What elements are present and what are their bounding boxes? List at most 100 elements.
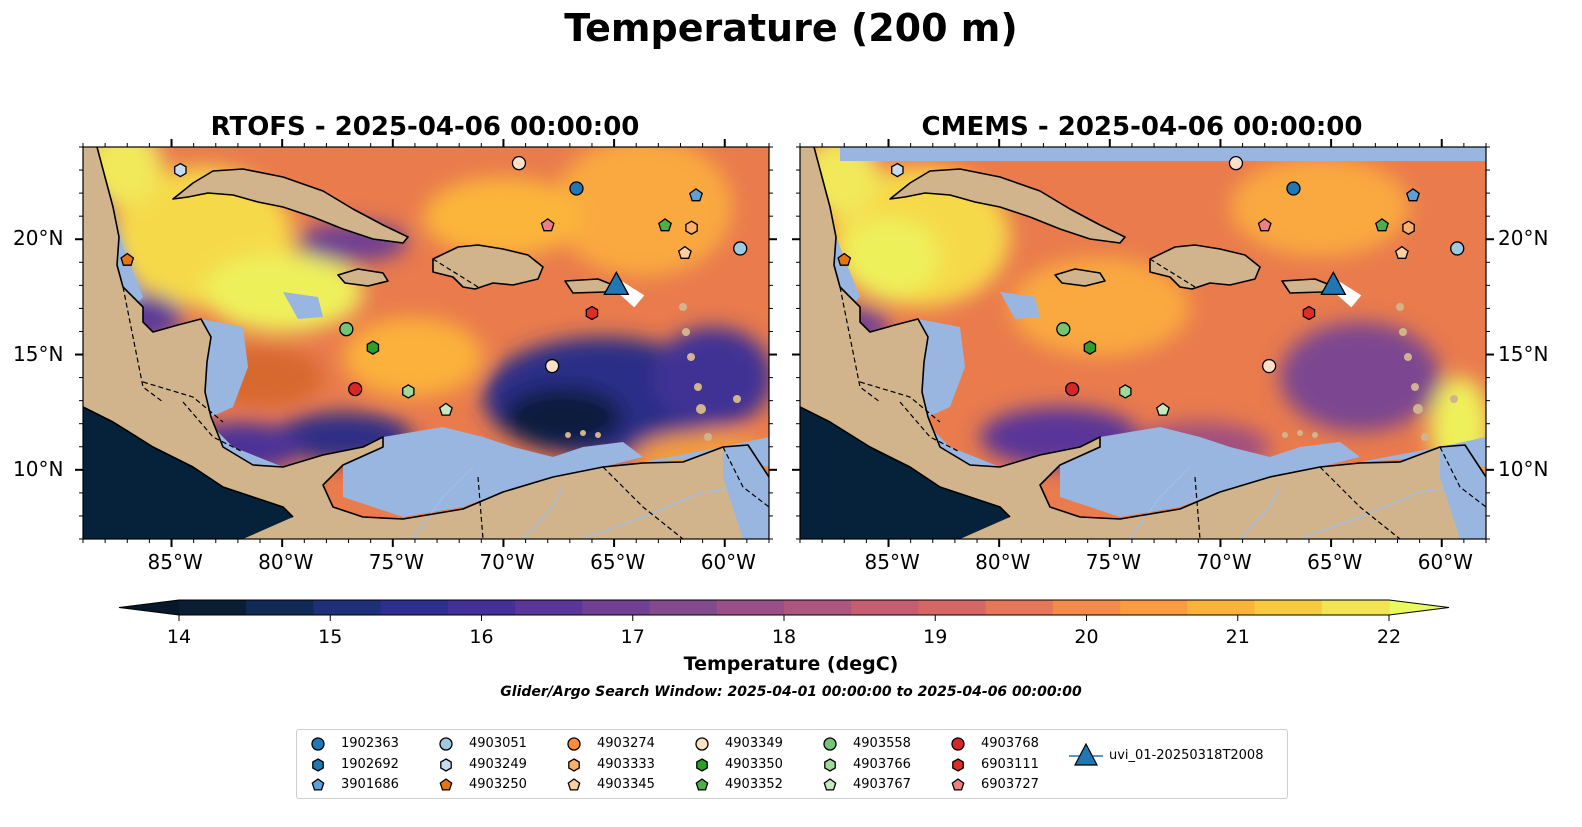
- lon-tick-label: 65°W: [590, 550, 646, 574]
- legend-item-4903249: 4903249: [435, 756, 555, 774]
- legend-label: 4903768: [981, 736, 1039, 751]
- float-4903766-marker: [402, 384, 415, 399]
- colorbar-tick-label: 18: [771, 626, 797, 648]
- colorbar-extend-high: [1389, 600, 1449, 615]
- pentagon-icon: [439, 778, 453, 791]
- float-4903768-marker: [348, 381, 363, 397]
- colorbar-bin: [1254, 600, 1323, 615]
- hexagon-icon: [952, 758, 964, 772]
- circle-icon: [951, 737, 965, 751]
- float-6903727-marker: [1257, 218, 1272, 232]
- float-3901686-marker: [1406, 188, 1420, 202]
- legend-label: 4903345: [597, 777, 655, 792]
- legend-item-6903111: 6903111: [947, 756, 1067, 774]
- colorbar-bin: [716, 600, 785, 615]
- lat-tick-label: 15°N: [13, 341, 64, 366]
- float-4903767-marker: [1155, 402, 1170, 416]
- float-6903727-marker: [540, 218, 555, 232]
- lon-tick-label: 75°W: [368, 550, 425, 574]
- lon-tick-label: 60°W: [1417, 550, 1473, 574]
- lat-tick-label: 15°N: [1498, 341, 1549, 366]
- hexagon-icon: [440, 758, 452, 772]
- legend-label: 4903350: [725, 757, 783, 772]
- pentagon-icon: [823, 778, 837, 791]
- lon-tick-label: 70°W: [479, 550, 535, 574]
- legend-item-4903051: 4903051: [435, 735, 555, 753]
- lon-tick-label: 85°W: [147, 550, 203, 574]
- lon-tick-label: 75°W: [1085, 550, 1142, 574]
- legend-label: 4903274: [597, 736, 655, 751]
- legend-label: 4903352: [725, 777, 783, 792]
- circle-icon: [567, 737, 581, 751]
- glider-uvi_01-20250318T2008-marker: [603, 270, 630, 296]
- float-6903111-marker: [1302, 305, 1316, 321]
- float-4903349-marker: [1228, 155, 1244, 171]
- float-4903345-marker: [677, 245, 692, 259]
- map-panel-cmems: [800, 147, 1486, 539]
- lat-tick-label: 20°N: [1498, 226, 1549, 251]
- colorbar-tick-label: 16: [469, 626, 494, 648]
- hexagon-icon: [696, 758, 708, 772]
- pentagon-icon: [951, 778, 965, 791]
- hexagon-icon: [568, 758, 580, 772]
- colorbar-extend-low: [119, 600, 179, 615]
- lat-tick-label: 10°N: [13, 456, 64, 481]
- float-4903051-marker: [1450, 241, 1465, 256]
- legend-item-3901686: 3901686: [307, 776, 427, 794]
- pentagon-icon: [311, 778, 325, 791]
- float-3901686-marker: [689, 188, 703, 202]
- colorbar-bin: [1120, 600, 1188, 615]
- legend-label: 1902692: [341, 757, 399, 772]
- colorbar-bin: [918, 600, 987, 615]
- colorbar-tick-label: 15: [318, 626, 343, 648]
- circle-icon: [311, 737, 325, 751]
- float-4903249-marker: [891, 162, 904, 178]
- colorbar-tick-label: 14: [166, 626, 192, 648]
- colorbar-bin: [313, 600, 382, 615]
- float-4903249-marker: [174, 162, 187, 178]
- hexagon-icon: [312, 758, 324, 772]
- panel-title-cmems: CMEMS - 2025-04-06 00:00:00: [921, 112, 1363, 142]
- colorbar-bin: [851, 600, 920, 615]
- float-1902363-marker: [1286, 181, 1301, 196]
- legend-item-4903345: 4903345: [563, 776, 683, 794]
- circle-icon: [311, 737, 325, 751]
- float-4903350-marker: [1083, 340, 1097, 355]
- legend: 1902363 1902692 3901686 4903051 4903249 49032…: [296, 729, 1288, 799]
- legend-label: 4903558: [853, 736, 911, 751]
- lon-tick-label: 80°W: [258, 550, 314, 574]
- colorbar-bin: [649, 600, 718, 615]
- panel-title-rtofs: RTOFS - 2025-04-06 00:00:00: [210, 112, 640, 142]
- colorbar-tick-label: 17: [620, 626, 645, 648]
- legend-item-4903352: 4903352: [691, 776, 811, 794]
- circle-icon: [823, 737, 837, 751]
- colorbar-bin: [179, 600, 247, 615]
- colorbar-bin: [246, 600, 315, 615]
- legend-item-6903727: 6903727: [947, 776, 1067, 794]
- lon-tick-label: 60°W: [700, 550, 756, 574]
- legend-item-4903766: 4903766: [819, 756, 939, 774]
- float-4903767-marker: [438, 402, 453, 416]
- float-4903350-marker: [366, 340, 380, 355]
- float-4903558-marker: [1056, 322, 1071, 337]
- circle-icon: [695, 737, 709, 751]
- float-4903345-marker: [1394, 245, 1409, 259]
- colorbar-tick-label: 20: [1074, 626, 1099, 648]
- search-window-note: Glider/Argo Search Window: 2025-04-01 00…: [500, 684, 1082, 700]
- lon-tick-label: 65°W: [1307, 550, 1363, 574]
- legend-item-1902363: 1902363: [307, 735, 427, 753]
- colorbar-tick-label: 21: [1225, 626, 1250, 648]
- float-1902363-marker: [569, 181, 584, 196]
- colorbar-bin: [380, 600, 449, 615]
- legend-item-1902692: 1902692: [307, 756, 427, 774]
- float-4903352-marker: [1375, 218, 1389, 232]
- pentagon-icon: [567, 778, 581, 791]
- colorbar-bin: [1187, 600, 1256, 615]
- colorbar-tick-label: 19: [923, 626, 948, 648]
- float-4903349-marker: [544, 358, 560, 374]
- float-4903250-marker: [837, 252, 852, 266]
- float-4903766-marker: [1119, 384, 1132, 399]
- hexagon-icon: [696, 758, 708, 772]
- colorbar-bin: [515, 600, 583, 615]
- colorbar-bin: [1321, 600, 1390, 615]
